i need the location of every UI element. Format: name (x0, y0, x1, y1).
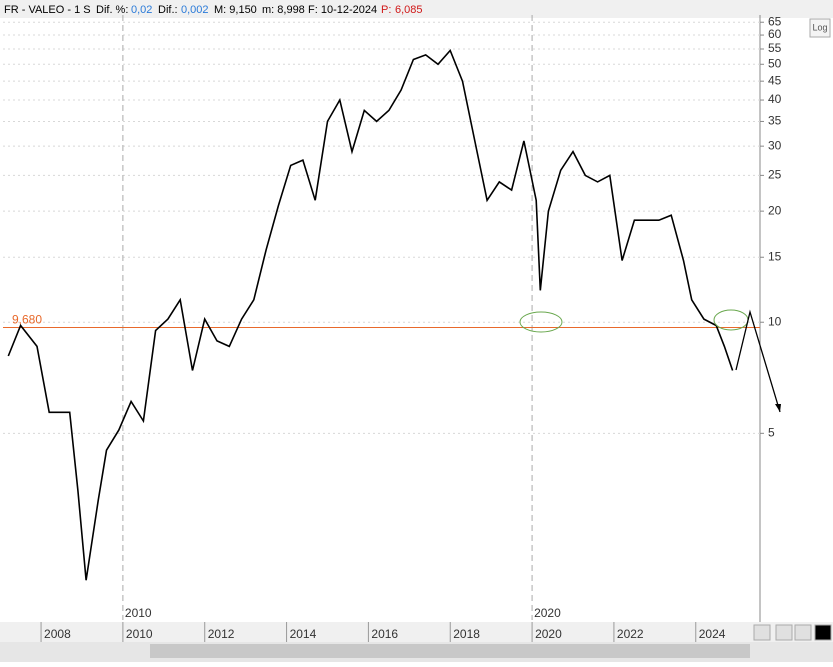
y-tick-label: 65 (768, 14, 782, 28)
min: m: 8,998 (262, 4, 305, 16)
symbol: FR - VALEO - 1 S (4, 4, 91, 16)
tool-button[interactable] (753, 624, 771, 641)
marker-label: 2010 (125, 606, 152, 620)
log-button-label[interactable]: Log (812, 22, 827, 32)
scroll-thumb[interactable] (150, 644, 750, 658)
annotation-ellipse (519, 311, 563, 333)
price-line (7, 48, 734, 581)
dif: 0,002 (181, 4, 209, 16)
save-button[interactable] (775, 624, 793, 641)
annotation-arrow (735, 309, 781, 413)
marker-label: 2020 (534, 606, 561, 620)
y-tick-label: 10 (768, 314, 782, 328)
dif-pct: 0,02 (131, 4, 152, 16)
price: 6,085 (395, 4, 423, 16)
y-tick-label: 40 (768, 92, 782, 106)
dif-label: Dif.: (158, 4, 178, 16)
color-button[interactable] (814, 624, 832, 641)
y-tick-label: 5 (768, 425, 775, 439)
y-tick-label: 30 (768, 138, 782, 152)
x-tick-label: 2020 (535, 627, 562, 641)
header-bar (0, 0, 833, 18)
x-axis-bar (0, 622, 833, 642)
y-tick-label: 60 (768, 27, 782, 41)
date: F: 10-12-2024 (308, 4, 377, 16)
y-tick-label: 45 (768, 73, 782, 87)
y-tick-label: 35 (768, 114, 782, 128)
y-tick-label: 50 (768, 56, 782, 70)
x-tick-label: 2016 (371, 627, 398, 641)
pin-button[interactable] (794, 624, 812, 641)
x-tick-label: 2018 (453, 627, 480, 641)
log-button[interactable] (809, 18, 831, 38)
price-label: P: (381, 4, 391, 16)
level-label: 9,680 (12, 313, 42, 327)
x-tick-label: 2024 (699, 627, 726, 641)
x-tick-label: 2014 (290, 627, 317, 641)
y-tick-label: 15 (768, 249, 782, 263)
arrow-head (775, 404, 781, 412)
x-tick-label: 2010 (126, 627, 153, 641)
y-tick-label: 25 (768, 168, 782, 182)
dif-pct-label: Dif. %: (96, 4, 128, 16)
y-tick-label: 20 (768, 203, 782, 217)
x-tick-label: 2008 (44, 627, 71, 641)
x-tick-label: 2022 (617, 627, 644, 641)
x-tick-label: 2012 (208, 627, 235, 641)
max: M: 9,150 (214, 4, 257, 16)
y-tick-label: 55 (768, 41, 782, 55)
